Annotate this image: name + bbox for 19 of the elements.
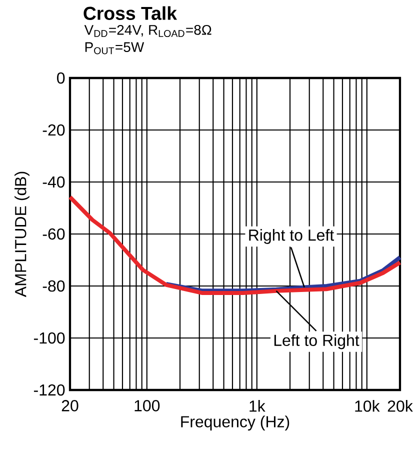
y-axis-title: AMPLITUDE (dB) (14, 172, 30, 298)
y-tick-label: -40 (42, 176, 65, 188)
x-tick-label: 1k (250, 400, 266, 412)
y-tick-label: -100 (34, 332, 65, 344)
y-tick-label: -20 (42, 124, 65, 136)
y-tick-label: -60 (42, 228, 65, 240)
y-tick-label: 0 (57, 72, 65, 84)
chart-title: Cross Talk (84, 6, 178, 20)
text: P$_{OUT}$=5W (85, 42, 144, 54)
text: Left to Right (274, 334, 360, 350)
x-tick-label: 20 (62, 400, 78, 412)
x-tick-label: 20k (388, 400, 413, 412)
x-tick-label: 100 (134, 400, 160, 412)
y-tick-label: -80 (42, 280, 65, 292)
chart-subtitle: V$_{DD}$=24V, R$_{LOAD}$=8Ω (84, 24, 212, 38)
y-tick-label: -120 (34, 384, 65, 396)
text: Right to Left (249, 229, 334, 244)
x-tick-label: 10k (355, 400, 380, 412)
x-axis-title: Frequency (Hz) (181, 416, 290, 431)
